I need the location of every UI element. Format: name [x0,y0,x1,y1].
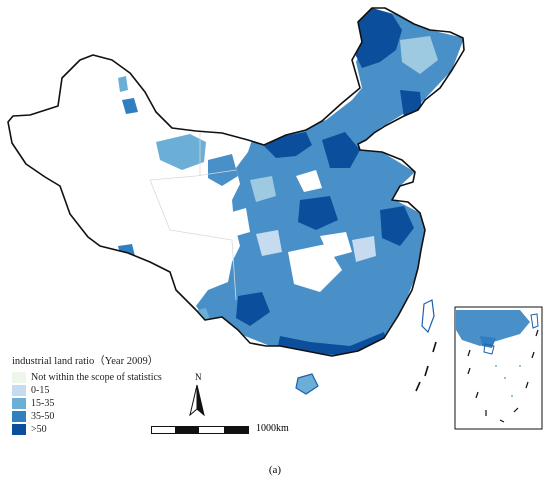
legend-item-0-15: 0-15 [12,384,162,397]
scale-label: 1000km [256,423,289,434]
map-legend: industrial land ratio（Year 2009） Not wit… [12,353,162,436]
legend-item-15-35: 15-35 [12,397,162,410]
region-xinjiang-north [118,76,128,92]
legend-swatch [12,398,26,409]
region-gansu-west [156,134,206,170]
region-central-cluster [298,196,338,230]
china-border [7,7,465,357]
region-heilongjiang-north [354,8,402,68]
nine-dash-line [415,341,437,392]
region-east-main [196,8,464,356]
region-inner-mongolia-east [264,132,312,158]
legend-swatch [12,411,26,422]
region-light-2 [250,176,276,202]
figure-caption: (a) [268,464,282,476]
legend-swatch [12,385,26,396]
legend-label: >50 [31,424,47,435]
region-east-coast-cluster [380,206,414,246]
legend-swatch [12,372,26,383]
region-xinjiang-center [122,98,138,114]
region-qinghai-east [208,154,238,186]
legend-title: industrial land ratio（Year 2009） [12,356,159,367]
legend-item-gt-50: >50 [12,423,162,436]
region-no-data-tibet-edge [232,208,250,236]
legend-item-35-50: 35-50 [12,410,162,423]
region-light-4 [256,230,282,256]
region-no-data-central [320,232,352,258]
region-light-3 [352,236,376,262]
taiwan-outline [421,299,435,334]
legend-item-no-data: Not within the scope of statistics [12,371,162,384]
hainan-outline [295,373,319,395]
legend-label: 0-15 [31,385,50,396]
north-arrow-icon [189,384,205,417]
legend-label: Not within the scope of statistics [31,372,162,383]
region-light-1 [400,36,438,74]
region-southwest-cluster [236,292,270,326]
south-china-sea-inset [454,306,543,430]
legend-label: 15-35 [31,398,55,409]
legend-label: 35-50 [31,411,55,422]
legend-swatch [12,424,26,435]
region-no-data-north [296,170,322,192]
scale-bar [151,426,249,434]
north-label: N [195,372,202,382]
region-north-cluster [322,132,360,168]
province-lines [149,132,237,301]
region-no-data-sichuan [288,244,342,292]
